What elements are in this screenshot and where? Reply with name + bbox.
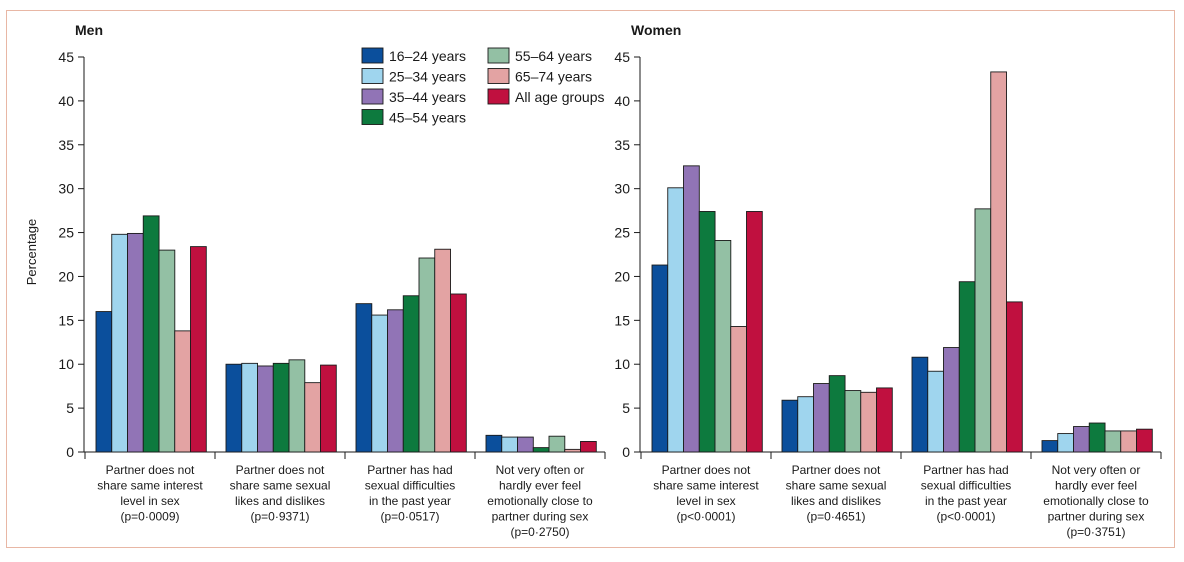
y-tick-label: 35 <box>614 137 630 153</box>
bar <box>548 435 566 453</box>
legend-swatch <box>361 47 384 64</box>
category-label: Partner has had sexual difficulties in the… <box>921 463 1012 524</box>
y-tick-label: 20 <box>614 268 630 284</box>
legend-swatch <box>361 109 384 125</box>
figure-frame <box>6 10 1175 548</box>
bar <box>517 436 534 453</box>
legend-swatch <box>361 88 384 105</box>
panel-title: Men <box>75 22 103 38</box>
chart-panels: Men 0 5 10 15 20 25 30 35 40 45 Partner does not sha… <box>58 22 1162 539</box>
y-tick-label: 0 <box>622 444 630 460</box>
bar <box>190 246 207 453</box>
y-tick-label: 20 <box>58 268 74 284</box>
bar <box>1136 428 1153 453</box>
legend-label: 16–24 years <box>389 48 466 64</box>
bar <box>990 71 1008 453</box>
chart-panel: Women 0 5 10 15 20 25 30 35 40 45 Partner does not s… <box>614 22 1162 539</box>
y-tick-label: 5 <box>622 400 630 416</box>
bar <box>876 387 893 453</box>
y-tick-label: 25 <box>614 225 630 241</box>
y-tick-label: 35 <box>58 137 74 153</box>
legend-swatch <box>487 88 510 105</box>
panel-title: Women <box>631 22 681 38</box>
y-tick-label: 10 <box>614 356 630 372</box>
y-tick-label: 5 <box>66 400 74 416</box>
legend-label: 25–34 years <box>389 69 466 85</box>
legend: 16–24 years 25–34 years 35–44 years 45–54 y… <box>361 47 605 126</box>
y-tick-label: 45 <box>614 49 630 65</box>
category-label: Partner does not share same sexual likes a… <box>786 463 887 524</box>
category-label: Partner does not share same sexual likes a… <box>230 463 331 524</box>
category-label: Partner does not share same interest level… <box>653 463 759 524</box>
legend-swatch <box>487 47 510 64</box>
y-tick-label: 25 <box>58 225 74 241</box>
category-label: Not very often or hardly ever feel emotion… <box>1043 463 1149 539</box>
legend-swatch <box>361 68 384 84</box>
legend-label: 45–54 years <box>389 110 466 126</box>
legend-swatch <box>487 68 510 84</box>
y-tick-label: 0 <box>66 444 74 460</box>
category-label: Not very often or hardly ever feel emotion… <box>487 463 593 539</box>
legend-label: All age groups <box>515 89 605 105</box>
legend-label: 35–44 years <box>389 89 466 105</box>
bar <box>450 293 467 453</box>
bar <box>1006 301 1023 453</box>
y-tick-label: 40 <box>614 93 630 109</box>
y-axis-label: Percentage <box>24 219 39 286</box>
y-tick-label: 45 <box>58 49 74 65</box>
legend-label: 65–74 years <box>515 69 592 85</box>
category-label: Partner has had sexual difficulties in the… <box>365 463 456 524</box>
y-tick-label: 30 <box>58 181 74 197</box>
chart-panel: Men 0 5 10 15 20 25 30 35 40 45 Partner does not sha… <box>58 22 606 539</box>
y-tick-label: 15 <box>58 312 74 328</box>
bar <box>580 441 597 453</box>
y-tick-label: 40 <box>58 93 74 109</box>
bar <box>746 211 763 453</box>
y-tick-label: 30 <box>614 181 630 197</box>
bar <box>320 364 337 453</box>
y-tick-label: 15 <box>614 312 630 328</box>
y-tick-label: 10 <box>58 356 74 372</box>
category-label: Partner does not share same interest level… <box>97 463 203 524</box>
legend-label: 55–64 years <box>515 48 592 64</box>
